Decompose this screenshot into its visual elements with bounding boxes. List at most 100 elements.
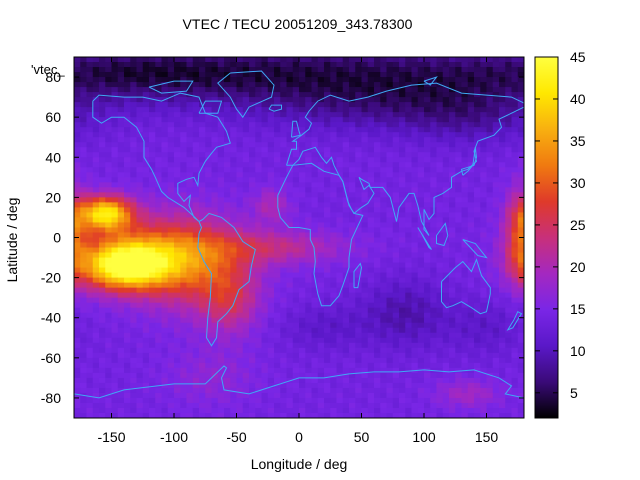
heatmap-cell (249, 282, 256, 289)
heatmap-cell (161, 102, 169, 108)
heatmap-cell (199, 237, 206, 244)
heatmap-cell (180, 147, 188, 153)
heatmap-cell (442, 212, 450, 219)
heatmap-cell (411, 157, 419, 163)
heatmap-cell (367, 67, 375, 73)
heatmap-cell (517, 122, 524, 128)
heatmap-cell (499, 167, 506, 173)
heatmap-cell (449, 182, 456, 188)
heatmap-cell (80, 247, 88, 254)
heatmap-cell (205, 197, 213, 203)
heatmap-cell (405, 377, 413, 384)
heatmap-cell (417, 152, 425, 158)
heatmap-cell (274, 77, 281, 83)
heatmap-cell (92, 262, 100, 269)
heatmap-cell (355, 322, 363, 329)
heatmap-cell (155, 147, 163, 153)
heatmap-cell (455, 107, 463, 113)
heatmap-cell (486, 97, 494, 103)
heatmap-cell (324, 327, 331, 334)
heatmap-cell (317, 122, 325, 128)
heatmap-cell (167, 242, 175, 249)
heatmap-cell (380, 122, 388, 128)
heatmap-cell (267, 132, 275, 138)
heatmap-cell (174, 157, 181, 163)
heatmap-cell (299, 292, 306, 299)
heatmap-cell (105, 217, 113, 224)
heatmap-cell (124, 157, 131, 163)
heatmap-cell (192, 292, 200, 299)
heatmap-cell (267, 117, 275, 123)
heatmap-cell (136, 237, 144, 244)
heatmap-cell (349, 307, 356, 314)
heatmap-cell (492, 187, 500, 193)
heatmap-cell (80, 227, 88, 234)
heatmap-cell (380, 332, 388, 339)
heatmap-cell (242, 297, 250, 304)
heatmap-cell (199, 132, 206, 138)
heatmap-cell (292, 287, 300, 294)
heatmap-cell (430, 307, 438, 314)
heatmap-cell (330, 62, 338, 68)
heatmap-cell (105, 102, 113, 108)
heatmap-cell (399, 352, 406, 359)
heatmap-cell (355, 342, 363, 349)
heatmap-cell (430, 347, 438, 354)
heatmap-cell (511, 372, 519, 379)
heatmap-cell (486, 302, 494, 309)
heatmap-cell (99, 107, 106, 113)
heatmap-cell (305, 92, 313, 98)
heatmap-cell (99, 367, 106, 374)
heatmap-cell (217, 127, 225, 133)
heatmap-cell (111, 372, 119, 379)
heatmap-cell (317, 342, 325, 349)
heatmap-cell (392, 322, 400, 329)
heatmap-cell (111, 62, 119, 68)
heatmap-cell (136, 67, 144, 73)
heatmap-cell (224, 267, 231, 274)
heatmap-cell (117, 307, 125, 314)
heatmap-cell (380, 377, 388, 384)
heatmap-cell (224, 287, 231, 294)
heatmap-cell (499, 292, 506, 299)
heatmap-cell (411, 297, 419, 304)
heatmap-cell (336, 102, 344, 108)
heatmap-cell (424, 262, 431, 269)
heatmap-cell (355, 157, 363, 163)
heatmap-cell (386, 397, 394, 404)
heatmap-cell (405, 132, 413, 138)
heatmap-cell (380, 262, 388, 269)
heatmap-cell (255, 322, 263, 329)
heatmap-cell (355, 167, 363, 173)
heatmap-cell (80, 367, 88, 374)
heatmap-cell (136, 97, 144, 103)
heatmap-cell (130, 187, 138, 193)
heatmap-cell (355, 367, 363, 374)
heatmap-cell (124, 77, 131, 83)
heatmap-cell (330, 297, 338, 304)
heatmap-cell (311, 92, 319, 98)
heatmap-cell (424, 387, 431, 394)
heatmap-cell (392, 342, 400, 349)
heatmap-cell (192, 237, 200, 244)
heatmap-cell (86, 57, 94, 63)
heatmap-cell (511, 322, 519, 329)
heatmap-cell (199, 387, 206, 394)
heatmap-cell (355, 147, 363, 153)
heatmap-cell (286, 182, 294, 188)
heatmap-cell (286, 192, 294, 198)
heatmap-cell (386, 167, 394, 173)
heatmap-cell (136, 347, 144, 354)
heatmap-cell (249, 332, 256, 339)
heatmap-cell (280, 142, 288, 148)
heatmap-cell (211, 387, 219, 394)
heatmap-cell (299, 102, 306, 108)
heatmap-cell (142, 322, 150, 329)
heatmap-cell (217, 102, 225, 108)
heatmap-cell (311, 212, 319, 219)
heatmap-cell (130, 292, 138, 299)
heatmap-cell (361, 77, 369, 83)
heatmap-cell (386, 187, 394, 193)
heatmap-cell (92, 342, 100, 349)
heatmap-cell (224, 337, 231, 344)
